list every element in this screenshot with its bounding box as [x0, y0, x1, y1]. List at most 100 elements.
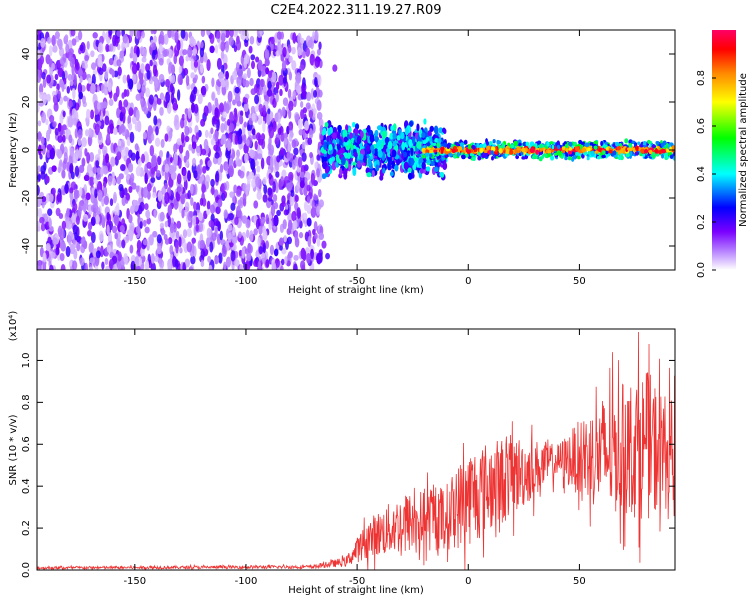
- heatmap-cell: [624, 138, 629, 144]
- heatmap-cell: [57, 67, 64, 78]
- heatmap-cell: [94, 113, 101, 123]
- heatmap-cell: [117, 139, 122, 147]
- heatmap-cell: [617, 155, 622, 161]
- heatmap-cell: [151, 50, 156, 60]
- heatmap-cell: [251, 112, 256, 122]
- heatmap-cell: [37, 103, 40, 113]
- heatmap-cell: [256, 190, 262, 201]
- heatmap-cell: [576, 151, 580, 156]
- heatmap-cell: [274, 137, 280, 146]
- heatmap-cell: [257, 260, 262, 270]
- heatmap-cell: [152, 64, 158, 77]
- heatmap-cell: [103, 195, 110, 206]
- heatmap-cell: [260, 216, 266, 225]
- heatmap-cell: [116, 59, 122, 67]
- heatmap-cell: [249, 77, 254, 87]
- heatmap-cell: [95, 250, 101, 259]
- heatmap-cell: [287, 251, 293, 259]
- heatmap-cell: [90, 84, 96, 95]
- heatmap-cell: [433, 125, 439, 135]
- heatmap-cell: [234, 86, 240, 94]
- heatmap-cell: [78, 164, 85, 174]
- heatmap-cell: [498, 148, 503, 154]
- heatmap-cell: [83, 240, 88, 250]
- heatmap-cell: [150, 262, 156, 270]
- heatmap-cell: [601, 154, 606, 159]
- heatmap-cell: [77, 138, 82, 146]
- heatmap-cell: [78, 148, 83, 159]
- heatmap-cell: [39, 216, 45, 224]
- heatmap-cell: [159, 106, 164, 116]
- heatmap-cell: [68, 48, 74, 56]
- heatmap-cell: [274, 163, 280, 171]
- heatmap-cell: [433, 149, 438, 153]
- heatmap-cell: [141, 84, 146, 94]
- heatmap-cell: [160, 229, 166, 236]
- heatmap-cell: [108, 57, 114, 66]
- heatmap-cell: [136, 61, 140, 71]
- heatmap-cell: [120, 164, 126, 172]
- heatmap-cell: [246, 229, 250, 239]
- heatmap-cell: [267, 142, 271, 152]
- heatmap-cell: [312, 228, 316, 236]
- heatmap-cell: [192, 48, 198, 55]
- heatmap-cell: [190, 72, 195, 79]
- heatmap-cell: [97, 148, 102, 156]
- heatmap-cell: [269, 244, 275, 256]
- heatmap-cell: [125, 174, 130, 181]
- heatmap-cell: [564, 156, 568, 161]
- heatmap-cell: [403, 151, 407, 158]
- heatmap-cell: [60, 263, 66, 270]
- heatmap-cell: [658, 149, 662, 155]
- heatmap-marks: [37, 30, 675, 270]
- heatmap-cell: [600, 140, 604, 147]
- heatmap-cell: [160, 35, 165, 43]
- heatmap-cell: [79, 75, 83, 84]
- heatmap-cell: [316, 48, 321, 56]
- heatmap-cell: [169, 222, 174, 234]
- heatmap-cell: [108, 30, 113, 36]
- heatmap-cell: [41, 136, 45, 145]
- snr-y-tick-label: 0.2: [21, 520, 32, 536]
- heatmap-cell: [52, 44, 58, 53]
- heatmap-cell: [94, 108, 99, 116]
- heatmap-cell: [278, 237, 284, 246]
- heatmap-cell: [208, 219, 214, 228]
- heatmap-cell: [325, 252, 330, 260]
- heatmap-cell: [75, 61, 80, 71]
- heatmap-cell: [104, 69, 109, 80]
- heatmap-cell: [72, 87, 76, 100]
- heatmap-cell: [257, 114, 263, 125]
- heatmap-cell: [568, 141, 573, 147]
- heatmap-cell: [110, 156, 116, 167]
- heatmap-cell: [69, 147, 74, 157]
- heatmap-cell: [377, 139, 382, 145]
- heatmap-cell: [300, 247, 306, 260]
- heatmap-cell: [199, 159, 203, 166]
- heatmap-cell: [276, 31, 282, 40]
- heatmap-cell: [293, 263, 298, 270]
- heatmap-cell: [59, 228, 65, 241]
- heatmap-cell: [64, 183, 69, 194]
- heatmap-cell: [156, 245, 163, 255]
- heatmap-cell: [306, 184, 311, 192]
- heatmap-cell: [159, 92, 165, 101]
- heatmap-cell: [90, 204, 97, 213]
- heatmap-cell: [387, 141, 393, 150]
- heatmap-cell: [314, 30, 319, 42]
- heatmap-cell: [189, 36, 195, 48]
- heatmap-cell: [283, 137, 287, 145]
- heatmap-cell: [168, 129, 173, 139]
- heatmap-cell: [324, 121, 329, 128]
- heatmap-cell: [43, 161, 47, 171]
- heatmap-cell: [305, 47, 311, 57]
- heatmap-cell: [539, 143, 544, 149]
- heatmap-cell: [281, 201, 286, 208]
- heatmap-cell: [45, 193, 50, 203]
- heatmap-cell: [403, 161, 409, 170]
- snr-y-tick-label: 0.4: [21, 478, 32, 494]
- heatmap-cell: [257, 138, 264, 146]
- heatmap-cell: [255, 176, 261, 188]
- heatmap-cell: [255, 132, 261, 141]
